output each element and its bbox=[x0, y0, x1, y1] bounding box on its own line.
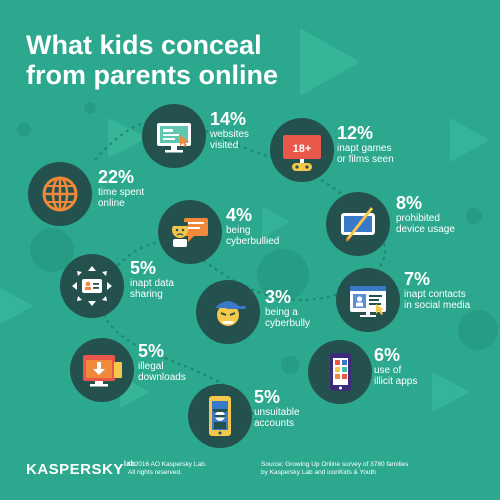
infographic-title: What kids conceal from parents online bbox=[26, 30, 326, 90]
stat-time-percent: 22% bbox=[98, 167, 135, 187]
monitor-cursor-icon bbox=[142, 104, 206, 168]
phone-spy-icon bbox=[188, 384, 252, 448]
brand-name: KASPERSKY bbox=[26, 461, 124, 478]
stat-cyberbullied-percent: 4% bbox=[226, 205, 253, 225]
phone-apps-icon bbox=[308, 340, 372, 404]
source-text: Source: Growing Up Online survey of 3780… bbox=[261, 461, 409, 476]
social-profile-icon bbox=[336, 268, 400, 332]
stat-cyberbully: 3% being a cyberbully bbox=[265, 287, 311, 330]
svg-text:18+: 18+ bbox=[293, 143, 312, 155]
data-share-card-icon bbox=[60, 254, 124, 318]
stat-apps-label: use of illicit apps bbox=[374, 365, 418, 387]
brand-suffix: lab bbox=[123, 461, 136, 468]
stat-downloads: 5% illegal downloads bbox=[138, 341, 186, 384]
stat-device-percent: 8% bbox=[396, 193, 423, 213]
globe-icon bbox=[28, 162, 92, 226]
bullied-chat-icon bbox=[158, 200, 222, 264]
copyright-text: © 2016 AO Kaspersky Lab. All rights rese… bbox=[128, 461, 207, 476]
stat-cyberbullied-label: being cyberbullied bbox=[226, 225, 280, 247]
stat-accounts-percent: 5% bbox=[254, 387, 281, 407]
stat-downloads-label: illegal downloads bbox=[138, 361, 186, 383]
stat-sharing-percent: 5% bbox=[130, 258, 157, 278]
title-line-1: What kids conceal bbox=[26, 30, 262, 60]
stat-websites-percent: 14% bbox=[210, 109, 247, 129]
age-18-gamepad-icon: 18+ bbox=[270, 118, 334, 182]
stat-contacts-label: inapt contacts in social media bbox=[404, 289, 471, 311]
stat-games: 12% inapt games or films seen bbox=[337, 123, 394, 166]
stat-accounts: 5% unsuitable accounts bbox=[254, 387, 300, 430]
stat-contacts-percent: 7% bbox=[404, 269, 431, 289]
stat-games-percent: 12% bbox=[337, 123, 374, 143]
stat-sharing: 5% inapt data sharing bbox=[130, 258, 174, 301]
bully-face-icon bbox=[196, 280, 260, 344]
stat-device-label: prohibited device usage bbox=[396, 213, 455, 235]
title-line-2: from parents online bbox=[26, 60, 279, 90]
stat-contacts: 7% inapt contacts in social media bbox=[404, 269, 471, 312]
stat-apps-percent: 6% bbox=[374, 345, 401, 365]
tablet-stylus-icon bbox=[326, 192, 390, 256]
stat-sharing-label: inapt data sharing bbox=[130, 278, 174, 300]
stat-cyberbullied: 4% being cyberbullied bbox=[226, 205, 280, 248]
stat-time: 22% time spent online bbox=[98, 167, 145, 210]
stat-accounts-label: unsuitable accounts bbox=[254, 407, 300, 429]
stat-websites-label: websites visited bbox=[210, 129, 249, 151]
stat-games-label: inapt games or films seen bbox=[337, 143, 394, 165]
stat-apps: 6% use of illicit apps bbox=[374, 345, 418, 388]
stat-websites: 14% websites visited bbox=[210, 109, 249, 152]
stat-cyberbully-label: being a cyberbully bbox=[265, 307, 311, 329]
stat-time-label: time spent online bbox=[98, 187, 145, 209]
kaspersky-logo: KASPERSKYlab bbox=[26, 461, 135, 478]
download-window-icon bbox=[70, 338, 134, 402]
stat-cyberbully-percent: 3% bbox=[265, 287, 292, 307]
stat-device: 8% prohibited device usage bbox=[396, 193, 455, 236]
stat-downloads-percent: 5% bbox=[138, 341, 165, 361]
